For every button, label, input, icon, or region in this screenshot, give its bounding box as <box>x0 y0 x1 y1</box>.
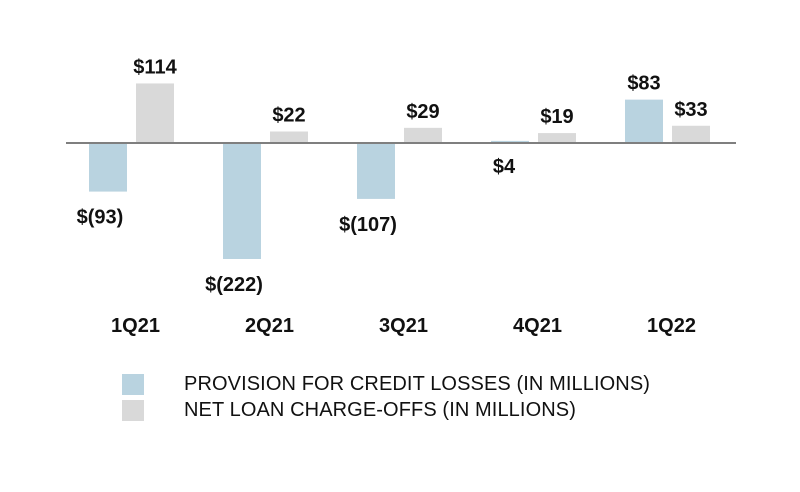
bar-charge-offs-1q22 <box>672 125 710 143</box>
bar-charge-offs-1q21 <box>136 83 174 143</box>
bar-provision-1q21 <box>89 143 127 192</box>
data-label-charge-offs-1q22: $33 <box>674 99 707 121</box>
bar-provision-1q22 <box>625 99 663 143</box>
bar-provision-3q21 <box>357 143 395 199</box>
legend-label-provision: PROVISION FOR CREDIT LOSSES (IN MILLIONS… <box>184 372 651 395</box>
legend-label-charge-offs: NET LOAN CHARGE-OFFS (IN MILLIONS) <box>184 398 576 421</box>
category-label-4q21: 4Q21 <box>513 315 562 337</box>
category-label-2q21: 2Q21 <box>245 315 294 337</box>
category-label-3q21: 3Q21 <box>379 315 428 337</box>
category-label-1q21: 1Q21 <box>111 315 160 337</box>
legend-swatch-charge-offs <box>122 399 144 421</box>
bar-provision-2q21 <box>223 143 261 259</box>
data-label-provision-1q22: $83 <box>627 73 660 95</box>
bar-charge-offs-2q21 <box>270 131 308 143</box>
legend-swatch-provision <box>122 373 144 395</box>
data-label-charge-offs-2q21: $22 <box>272 105 305 127</box>
legend: PROVISION FOR CREDIT LOSSES (IN MILLIONS… <box>122 372 650 424</box>
bar-charge-offs-3q21 <box>404 127 442 143</box>
bar-provision-4q21 <box>491 140 529 143</box>
legend-item-charge-offs: NET LOAN CHARGE-OFFS (IN MILLIONS) <box>122 398 650 422</box>
data-label-provision-4q21: $4 <box>493 156 516 178</box>
data-label-provision-1q21: $(93) <box>77 207 124 229</box>
data-label-charge-offs-4q21: $19 <box>540 106 573 128</box>
bar-charge-offs-4q21 <box>538 133 576 143</box>
category-label-1q22: 1Q22 <box>647 315 696 337</box>
data-label-charge-offs-3q21: $29 <box>406 101 439 123</box>
legend-item-provision: PROVISION FOR CREDIT LOSSES (IN MILLIONS… <box>122 372 650 396</box>
data-label-provision-3q21: $(107) <box>339 214 397 236</box>
data-label-provision-2q21: $(222) <box>205 274 263 296</box>
data-label-charge-offs-1q21: $114 <box>133 56 177 78</box>
